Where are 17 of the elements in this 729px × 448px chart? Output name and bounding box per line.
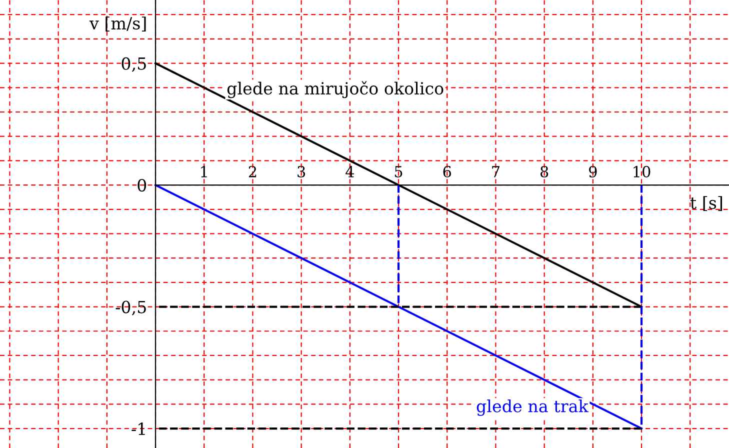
- annotation: glede na mirujočo okolico: [227, 81, 444, 98]
- x-tick-label: 7: [492, 166, 500, 178]
- x-tick-label: 1: [201, 166, 207, 178]
- x-tick-label: 4: [346, 166, 354, 178]
- y-tick-label: 0,5: [122, 57, 146, 72]
- y-tick-label: -0,5: [116, 300, 146, 316]
- x-tick-label: 10: [634, 166, 650, 178]
- x-axis-title: t [s]: [690, 196, 722, 212]
- x-tick-label: 5: [394, 166, 402, 178]
- x-tick-label: 2: [248, 166, 256, 178]
- x-tick-label: 3: [298, 166, 306, 178]
- annotation: glede na trak: [476, 399, 588, 416]
- y-tick-label: 0: [138, 179, 146, 192]
- x-tick-label: 8: [540, 166, 548, 178]
- y-axis-title: v [m/s]: [89, 16, 146, 32]
- x-tick-label: 9: [589, 166, 597, 178]
- x-tick-label: 6: [443, 166, 452, 178]
